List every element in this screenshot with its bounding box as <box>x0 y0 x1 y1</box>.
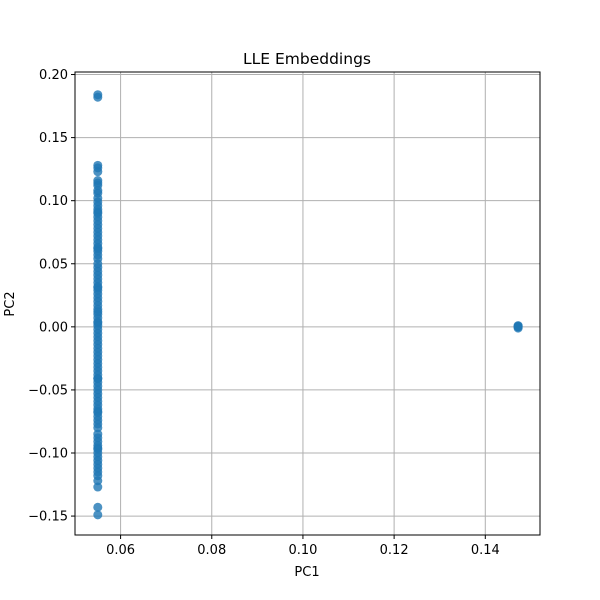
data-point <box>93 423 103 433</box>
data-point <box>93 374 103 384</box>
data-point <box>93 502 103 512</box>
y-tick-label: 0.15 <box>39 131 68 146</box>
x-tick-label: 0.08 <box>197 543 226 558</box>
data-point <box>93 510 103 520</box>
y-tick-label: −0.10 <box>28 446 68 461</box>
x-tick-label: 0.10 <box>288 543 317 558</box>
y-ticks: −0.15 −0.10 −0.05 0.00 0.05 0.10 0.15 0.20 <box>28 68 75 525</box>
y-tick-label: 0.00 <box>39 320 68 335</box>
x-tick-label: 0.06 <box>106 543 135 558</box>
data-point <box>93 283 103 293</box>
data-point <box>93 207 103 217</box>
data-point <box>93 476 103 486</box>
x-tick-label: 0.14 <box>471 543 500 558</box>
y-tick-label: −0.15 <box>28 510 68 525</box>
y-tick-label: −0.05 <box>28 383 68 398</box>
points-layer <box>93 90 523 520</box>
x-axis-label: PC1 <box>294 565 319 580</box>
data-point <box>93 318 103 328</box>
y-tick-label: 0.05 <box>39 257 68 272</box>
data-point <box>93 92 103 102</box>
data-point <box>93 307 103 317</box>
data-point <box>93 406 103 416</box>
x-ticks: 0.06 0.08 0.10 0.12 0.14 <box>106 535 500 558</box>
data-point <box>93 167 103 177</box>
grid <box>75 72 540 535</box>
data-point <box>93 482 103 492</box>
y-axis-label: PC2 <box>3 291 18 316</box>
data-point <box>93 244 103 254</box>
y-tick-label: 0.20 <box>39 68 68 83</box>
data-point <box>513 321 523 331</box>
data-point <box>93 443 103 453</box>
plot-frame <box>74 71 541 536</box>
chart-title: LLE Embeddings <box>243 50 371 68</box>
y-tick-label: 0.10 <box>39 194 68 209</box>
x-tick-label: 0.12 <box>380 543 409 558</box>
